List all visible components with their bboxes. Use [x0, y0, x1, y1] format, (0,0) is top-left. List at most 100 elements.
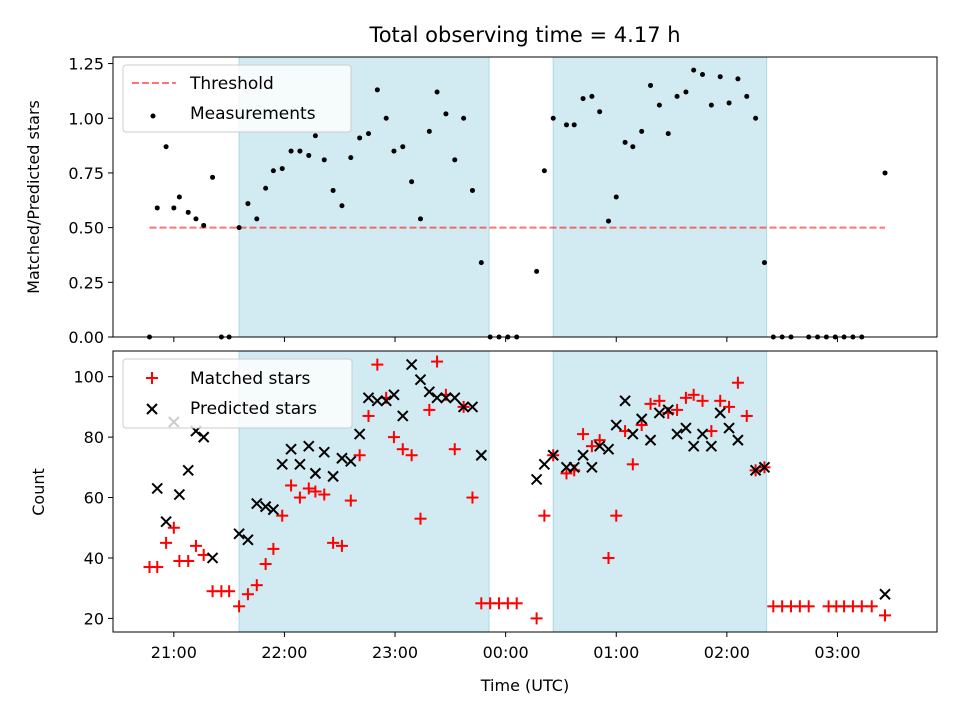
x-tick-label: 00:00 — [483, 643, 529, 662]
measurement-point — [717, 74, 723, 80]
x-stroke-b — [653, 407, 666, 419]
x-stroke-b — [336, 452, 348, 464]
legend-matched-swatch — [146, 372, 158, 384]
predicted-star-marker — [414, 373, 427, 386]
x-stroke-b — [602, 443, 615, 455]
measurement-point — [339, 203, 345, 209]
x-stroke-b — [173, 488, 186, 501]
predicted-star-marker — [732, 434, 744, 446]
matched-star-marker — [714, 394, 727, 407]
x-stroke-b — [530, 473, 543, 486]
matched-star-marker — [302, 482, 315, 495]
x-stroke-b — [627, 428, 639, 440]
matched-star-marker — [610, 509, 623, 522]
predicted-star-marker — [160, 516, 172, 528]
measurement-point — [210, 174, 216, 180]
matched-star-marker — [687, 388, 700, 401]
measurement-point — [753, 115, 759, 121]
measurement-point — [391, 148, 397, 154]
x-stroke-b — [414, 373, 427, 386]
top-y-tick-label: 0.75 — [68, 164, 104, 183]
predicted-star-marker — [547, 449, 559, 461]
ratio-panel: 0.00 0.25 0.50 0.75 1.00 1.25 Matched/Predict… — [24, 55, 938, 347]
predicted-star-marker — [568, 461, 580, 474]
predicted-star-marker — [206, 552, 219, 564]
x-stroke-b — [397, 410, 409, 422]
x-stroke-b — [259, 500, 272, 513]
matched-star-marker — [197, 548, 210, 561]
matched-star-marker — [362, 409, 375, 422]
predicted-star-marker — [405, 358, 418, 371]
predicted-star-marker — [530, 473, 543, 486]
x-stroke-b — [586, 461, 598, 474]
predicted-star-marker — [680, 422, 692, 434]
predicted-star-marker — [362, 392, 375, 404]
x-stroke-b — [423, 386, 436, 398]
x-stroke-b — [242, 534, 254, 546]
x-stroke-b — [723, 422, 735, 434]
measurement-point — [744, 93, 750, 99]
matched-star-marker — [679, 391, 692, 404]
predicted-star-marker — [303, 440, 315, 452]
x-stroke-b — [680, 422, 692, 434]
x-stroke-b — [294, 458, 306, 471]
legend-predicted-swatch — [146, 403, 158, 415]
matched-star-marker — [466, 491, 479, 504]
matched-star-marker — [802, 600, 815, 613]
predicted-star-marker — [431, 392, 443, 404]
predicted-star-marker — [696, 428, 709, 440]
predicted-star-marker — [627, 428, 639, 440]
matched-star-marker — [276, 509, 289, 522]
x-stroke-b — [388, 389, 400, 401]
predicted-star-marker — [151, 482, 163, 495]
measurement-point — [400, 144, 406, 150]
legend-measurements-label: Measurements — [190, 104, 316, 124]
x-tick-label: 23:00 — [372, 643, 418, 662]
predicted-star-marker — [259, 500, 272, 513]
measurement-point — [735, 76, 741, 82]
matched-star-marker — [182, 554, 195, 567]
predicted-star-marker — [538, 458, 551, 471]
predicted-star-marker — [586, 461, 598, 474]
measurement-point — [348, 155, 354, 161]
x-stroke-b — [457, 401, 470, 413]
measurement-point — [288, 148, 294, 154]
x-stroke-b — [619, 395, 631, 407]
matched-star-marker — [353, 449, 366, 462]
matched-star-marker — [241, 588, 254, 601]
measurement-point — [201, 222, 207, 228]
x-axis-label: Time (UTC) — [480, 676, 569, 695]
measurement-point — [622, 139, 628, 145]
bottom-y-tick-label: 20 — [84, 609, 104, 628]
bottom-legend-box — [122, 358, 353, 429]
x-stroke-b — [353, 428, 366, 440]
x-stroke-b — [276, 458, 288, 471]
matched-star-marker — [671, 403, 684, 416]
x-stroke-b — [431, 392, 443, 404]
x-stroke-b — [758, 461, 771, 474]
x-tick-label: 02:00 — [704, 643, 750, 662]
measurement-point — [656, 102, 662, 108]
top-y-axis-ticks: 0.00 0.25 0.50 0.75 1.00 1.25 — [68, 55, 113, 347]
predicted-star-marker — [285, 443, 297, 455]
predicted-star-marker — [653, 407, 666, 419]
measurement-point — [434, 89, 440, 95]
matched-star-marker — [250, 579, 263, 592]
matched-star-marker — [414, 512, 427, 525]
x-stroke-b — [151, 482, 163, 495]
x-stroke-b — [197, 431, 210, 443]
predicted-star-marker — [714, 407, 726, 419]
matched-star-marker — [602, 551, 615, 564]
x-stroke-b — [879, 588, 891, 600]
x-stroke-b — [732, 434, 744, 446]
predicted-star-marker — [327, 470, 339, 483]
top-y-tick-label: 1.25 — [68, 55, 104, 74]
predicted-star-marker — [371, 395, 384, 407]
predicted-star-marker — [309, 467, 322, 480]
matched-star-marker — [538, 509, 551, 522]
measurement-point — [409, 179, 415, 185]
measurement-point — [263, 185, 269, 191]
measurement-point — [185, 209, 191, 215]
matched-star-marker — [223, 585, 236, 598]
